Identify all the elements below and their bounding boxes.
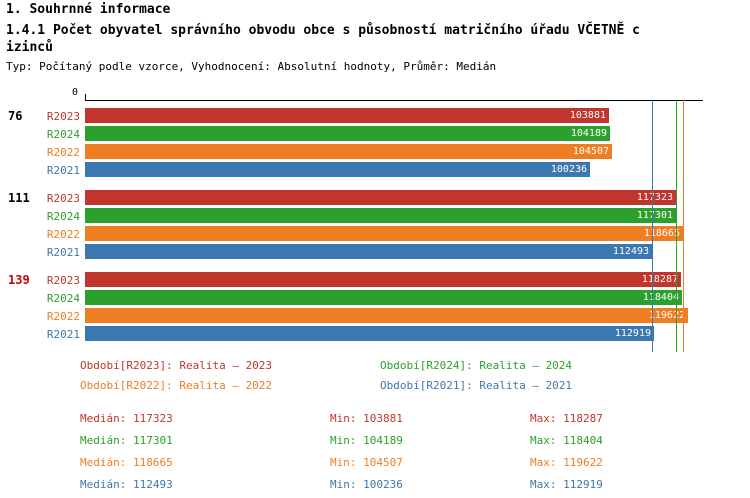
- series-row-label: R2022: [46, 146, 80, 159]
- bar-value-label: 104189: [570, 128, 607, 139]
- bar-chart: 0 76 R2023 103881 R2024 104189 R2022 104507 R20…: [0, 87, 750, 368]
- max-value: Max: 118287: [530, 412, 603, 425]
- bar-value-label: 117323: [636, 192, 673, 203]
- median-value: Medián: 117323: [80, 412, 173, 425]
- x-axis-tick: [85, 94, 86, 101]
- bar-R2022: 104507: [85, 144, 612, 159]
- chart-meta-line: Typ: Počítaný podle vzorce, Vyhodnocení:…: [6, 60, 497, 73]
- group-label: 76: [8, 109, 23, 123]
- series-row-label: R2024: [46, 128, 80, 141]
- max-value: Max: 118404: [530, 434, 603, 447]
- bar-value-label: 118665: [643, 228, 680, 239]
- bar-value-label: 118404: [642, 292, 679, 303]
- bar-R2022: 119622: [85, 308, 688, 323]
- median-value: Medián: 118665: [80, 456, 173, 469]
- stats-row-R2022: Medián: 118665 Min: 104507 Max: 119622: [80, 452, 740, 474]
- median-line-R2024: [676, 100, 677, 352]
- max-value: Max: 112919: [530, 478, 603, 491]
- bar-value-label: 104507: [572, 146, 609, 157]
- bar-R2023: 118287: [85, 272, 681, 287]
- legend-item-R2021: Období[R2021]: Realita – 2021: [380, 379, 573, 392]
- group-label: 111: [8, 191, 30, 205]
- median-value: Medián: 117301: [80, 434, 173, 447]
- page-title: 1. Souhrnné informace: [6, 2, 171, 17]
- x-axis-origin-label: 0: [72, 87, 79, 98]
- bar-R2023: 103881: [85, 108, 609, 123]
- series-row-label: R2022: [46, 310, 80, 323]
- legend-item-R2022: Období[R2022]: Realita – 2022: [80, 379, 273, 392]
- stats-table: Medián: 117323 Min: 103881 Max: 118287 Medi…: [80, 408, 740, 496]
- series-row-label: R2021: [46, 328, 80, 341]
- stats-row-R2021: Medián: 112493 Min: 100236 Max: 112919: [80, 474, 740, 496]
- bar-R2021: 112919: [85, 326, 654, 341]
- series-row-label: R2024: [46, 210, 80, 223]
- min-value: Min: 104189: [330, 434, 403, 447]
- legend-item-R2023: Období[R2023]: Realita – 2023: [80, 359, 273, 372]
- group-label: 139: [8, 273, 30, 287]
- series-row-label: R2023: [46, 192, 80, 205]
- median-value: Medián: 112493: [80, 478, 173, 491]
- bar-value-label: 112919: [614, 328, 651, 339]
- bar-value-label: 117301: [636, 210, 673, 221]
- bar-value-label: 103881: [569, 110, 606, 121]
- min-value: Min: 103881: [330, 412, 403, 425]
- median-line-R2021: [652, 100, 653, 352]
- min-value: Min: 100236: [330, 478, 403, 491]
- stats-row-R2023: Medián: 117323 Min: 103881 Max: 118287: [80, 408, 740, 430]
- series-row-label: R2022: [46, 228, 80, 241]
- bar-R2024: 104189: [85, 126, 610, 141]
- series-row-label: R2023: [46, 274, 80, 287]
- stats-row-R2024: Medián: 117301 Min: 104189 Max: 118404: [80, 430, 740, 452]
- bar-R2023: 117323: [85, 190, 676, 205]
- bar-R2022: 118665: [85, 226, 683, 241]
- bar-value-label: 119622: [648, 310, 685, 321]
- bar-value-label: 112493: [612, 246, 649, 257]
- min-value: Min: 104507: [330, 456, 403, 469]
- series-row-label: R2021: [46, 246, 80, 259]
- legend-item-R2024: Období[R2024]: Realita – 2024: [380, 359, 573, 372]
- chart-title: 1.4.1 Počet obyvatel správního obvodu ob…: [6, 23, 640, 55]
- bar-R2024: 117301: [85, 208, 676, 223]
- bar-R2021: 100236: [85, 162, 590, 177]
- series-row-label: R2023: [46, 110, 80, 123]
- max-value: Max: 119622: [530, 456, 603, 469]
- bar-R2024: 118404: [85, 290, 682, 305]
- x-axis-line: [85, 100, 703, 101]
- series-row-label: R2021: [46, 164, 80, 177]
- bar-value-label: 100236: [550, 164, 587, 175]
- bar-value-label: 118287: [641, 274, 678, 285]
- legend: Období[R2023]: Realita – 2023 Období[R202…: [80, 356, 700, 396]
- series-row-label: R2024: [46, 292, 80, 305]
- median-line-R2022: [683, 100, 684, 352]
- bar-R2021: 112493: [85, 244, 652, 259]
